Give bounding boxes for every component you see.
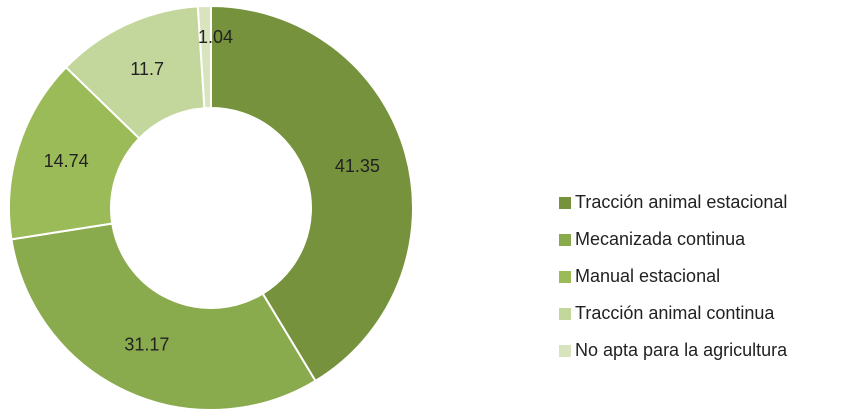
legend-swatch — [559, 345, 571, 357]
legend-label: Manual estacional — [575, 266, 720, 286]
legend-swatch — [559, 197, 571, 209]
donut-segment — [10, 222, 317, 411]
data-label: 31.17 — [124, 335, 169, 355]
data-label: 41.35 — [335, 156, 380, 176]
legend-label: Tracción animal continua — [575, 303, 775, 323]
legend-label: Tracción animal estacional — [575, 192, 787, 212]
donut-segment — [196, 4, 212, 110]
legend-swatch — [559, 308, 571, 320]
data-label: 11.7 — [130, 59, 164, 79]
legend-swatch — [559, 271, 571, 283]
donut-segment — [210, 4, 414, 383]
legend-swatch — [559, 234, 571, 246]
legend-label: Mecanizada continua — [575, 229, 746, 249]
data-label: 1.04 — [198, 27, 233, 47]
data-label: 14.74 — [44, 151, 89, 171]
legend-label: No apta para la agricultura — [575, 340, 788, 360]
